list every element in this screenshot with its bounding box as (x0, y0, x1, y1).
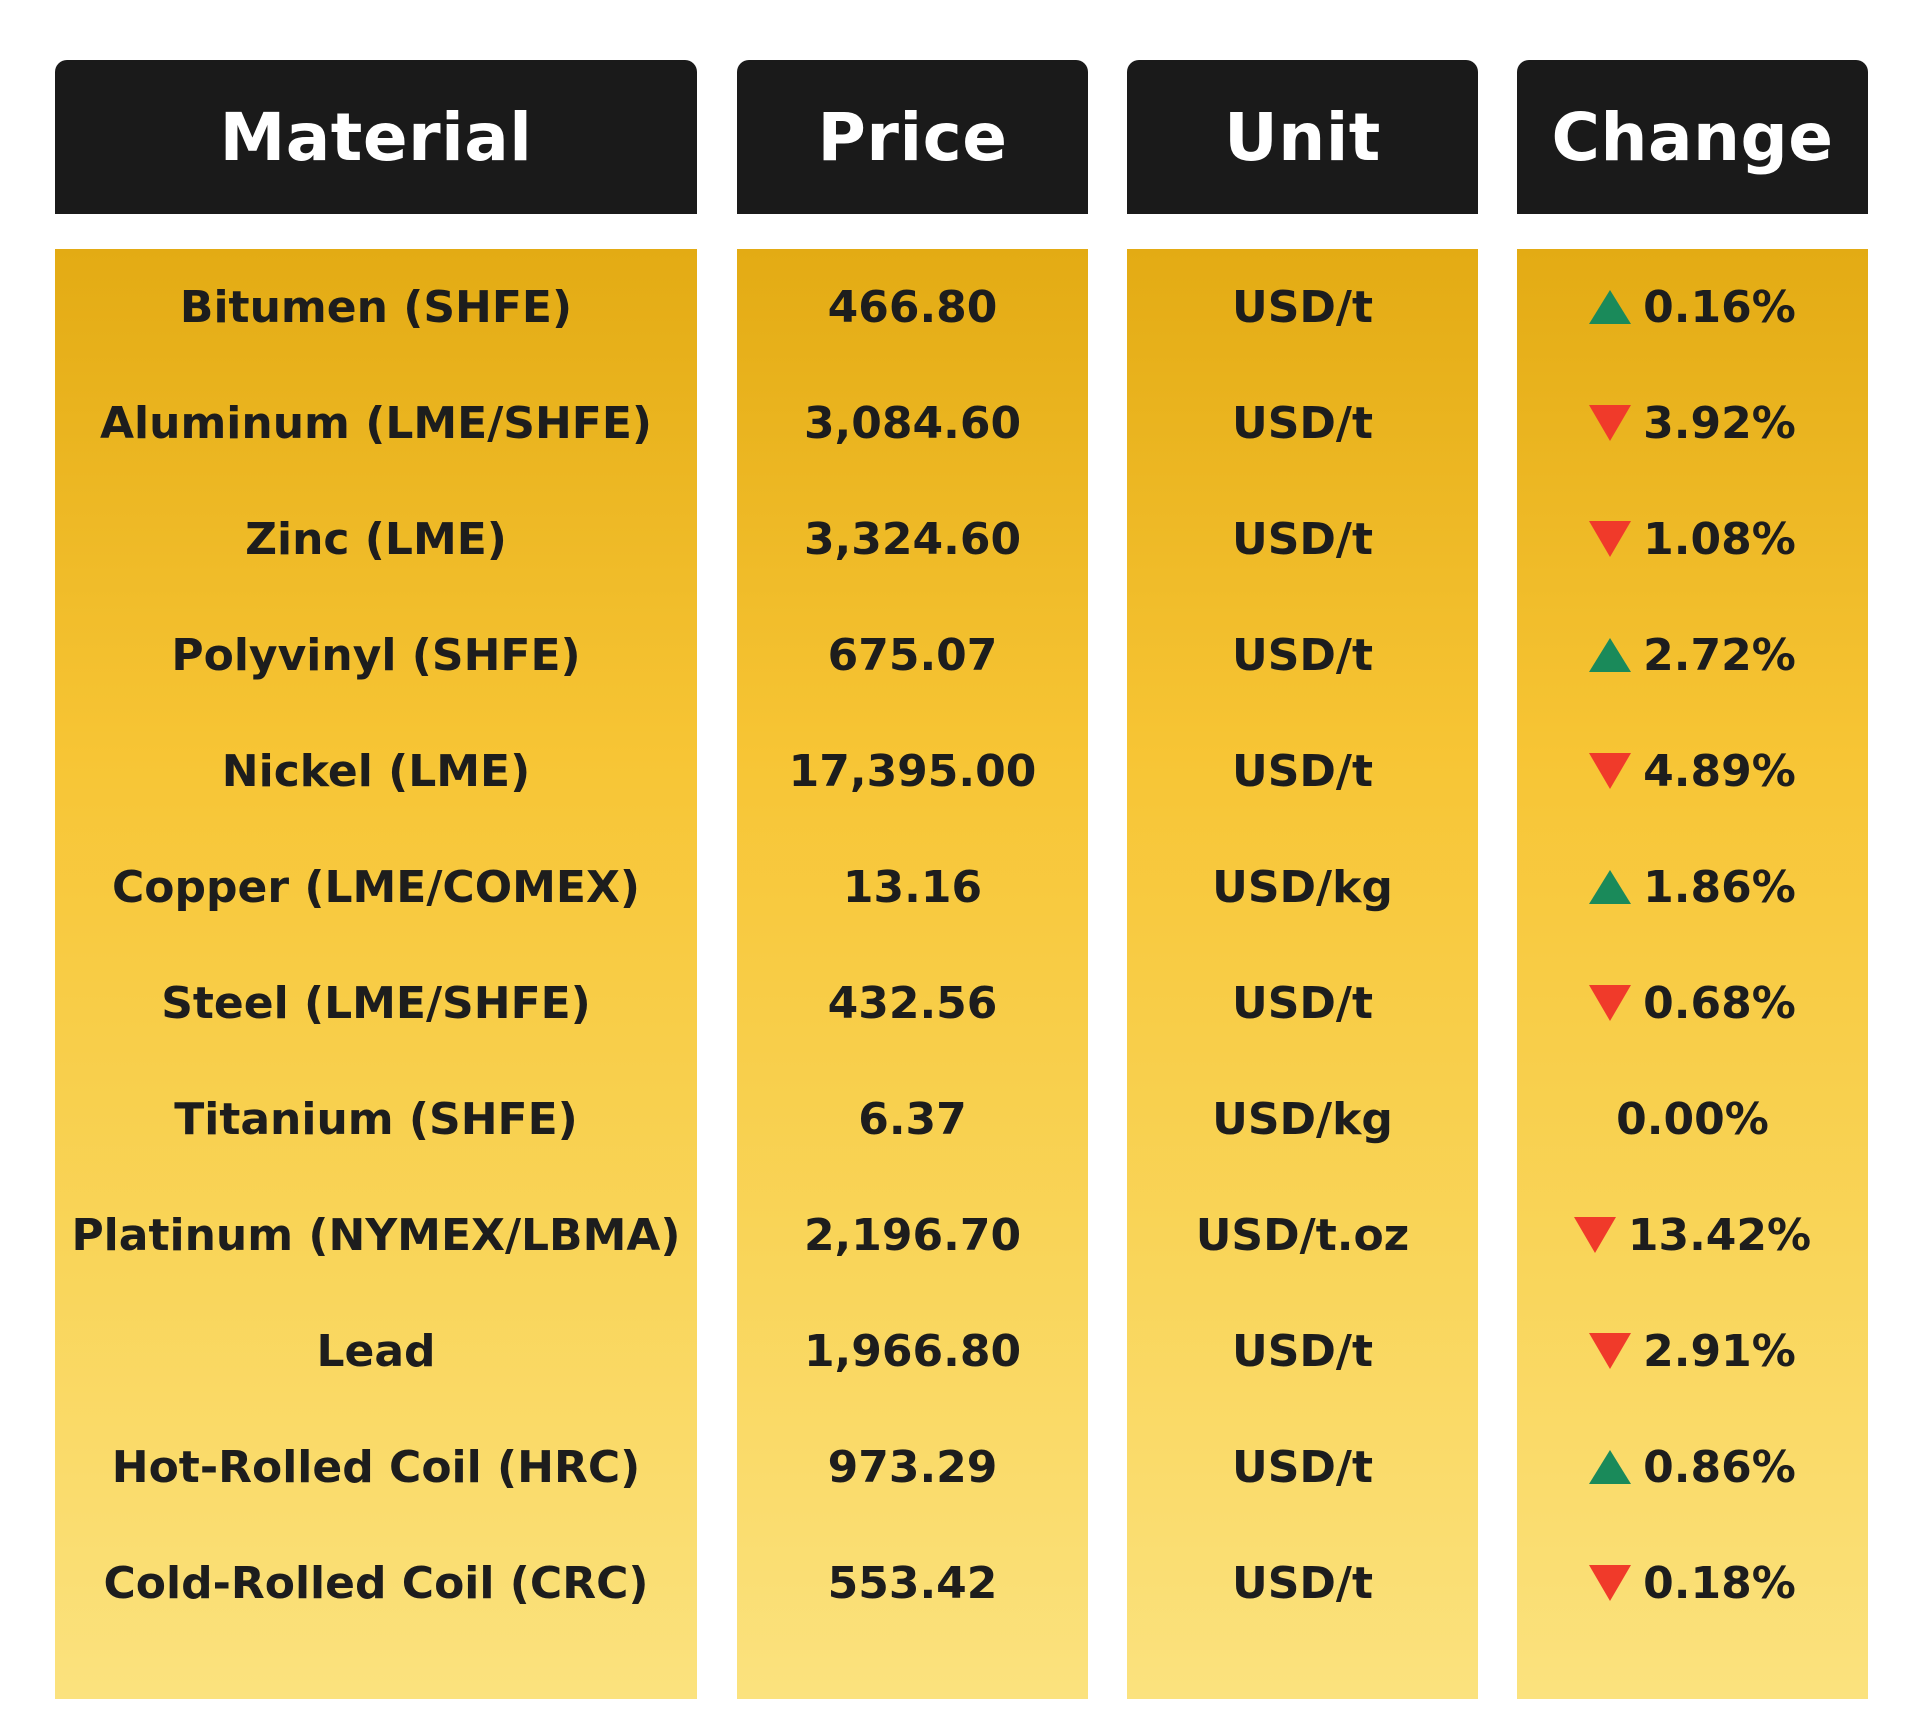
change-value-group: 2.72% (1589, 630, 1796, 681)
price-cell: 3,324.60 (803, 513, 1022, 565)
change-value: 2.91% (1643, 1325, 1796, 1377)
price-cell: 13.16 (842, 861, 983, 913)
material-cell: Nickel (LME) (221, 745, 531, 797)
change-cell: 13.42% (1517, 1177, 1868, 1293)
change-value: 0.86% (1643, 1441, 1796, 1493)
price-cell: 2,196.70 (803, 1209, 1022, 1261)
price-column: Price 466.80 3,084.60 3,324.60 675.07 17,395… (737, 60, 1088, 1699)
up-arrow-icon (1589, 290, 1632, 324)
material-cell: Zinc (LME) (245, 513, 507, 565)
change-cell: 0.00% (1517, 1061, 1868, 1177)
price-cell: 3,084.60 (803, 397, 1022, 449)
material-column-body: Bitumen (SHFE) Aluminum (LME/SHFE) Zinc (L… (55, 249, 697, 1699)
down-arrow-icon (1589, 753, 1632, 789)
unit-cell: USD/t (1231, 1441, 1374, 1493)
change-cell: 0.68% (1517, 945, 1868, 1061)
change-value-group: 0.68% (1589, 978, 1796, 1029)
change-value-group: 0.16% (1589, 282, 1796, 333)
down-arrow-icon (1589, 521, 1632, 557)
price-cell: 466.80 (827, 281, 998, 333)
price-cell: 17,395.00 (788, 745, 1037, 797)
change-value: 0.00% (1616, 1093, 1769, 1145)
price-cell: 432.56 (827, 977, 998, 1029)
unit-header: Unit (1127, 60, 1478, 214)
change-value-group: 0.00% (1616, 1094, 1769, 1145)
change-column: Change 0.16% 3.92% 1.08% 2.72% 4.89% 1.86% 0.6… (1517, 60, 1868, 1699)
unit-cell: USD/kg (1212, 861, 1393, 913)
material-cell: Copper (LME/COMEX) (112, 861, 640, 913)
change-cell: 1.86% (1517, 829, 1868, 945)
change-value-group: 13.42% (1573, 1209, 1812, 1261)
material-column: Material Bitumen (SHFE) Aluminum (LME/SHF… (55, 60, 697, 1699)
price-cell: 675.07 (827, 629, 998, 681)
material-cell: Titanium (SHFE) (174, 1093, 578, 1145)
unit-cell: USD/kg (1212, 1093, 1393, 1145)
change-value-group: 1.08% (1589, 514, 1796, 565)
change-cell: 0.18% (1517, 1525, 1868, 1641)
down-arrow-icon (1589, 405, 1632, 441)
change-value: 1.86% (1643, 861, 1796, 913)
down-arrow-icon (1589, 1333, 1632, 1369)
material-cell: Bitumen (SHFE) (179, 281, 573, 333)
change-value-group: 0.18% (1589, 1558, 1796, 1609)
change-value-group: 2.91% (1589, 1326, 1796, 1377)
change-cell: 2.91% (1517, 1293, 1868, 1409)
up-arrow-icon (1589, 638, 1632, 672)
unit-cell: USD/t (1231, 513, 1374, 565)
change-cell: 4.89% (1517, 713, 1868, 829)
unit-cell: USD/t (1231, 1557, 1374, 1609)
change-value: 0.68% (1643, 977, 1796, 1029)
unit-cell: USD/t (1231, 977, 1374, 1029)
unit-cell: USD/t.oz (1195, 1209, 1410, 1261)
price-cell: 1,966.80 (803, 1325, 1022, 1377)
change-value: 0.16% (1643, 281, 1796, 333)
material-cell: Hot-Rolled Coil (HRC) (111, 1441, 641, 1493)
change-value-group: 0.86% (1589, 1442, 1796, 1493)
change-value: 0.18% (1643, 1557, 1796, 1609)
change-value: 3.92% (1643, 397, 1796, 449)
price-cell: 6.37 (858, 1093, 967, 1145)
change-cell: 2.72% (1517, 597, 1868, 713)
down-arrow-icon (1589, 1565, 1632, 1601)
change-value: 4.89% (1643, 745, 1796, 797)
material-cell: Lead (316, 1325, 436, 1377)
down-arrow-icon (1589, 985, 1632, 1021)
change-value-group: 4.89% (1589, 746, 1796, 797)
unit-column-body: USD/t USD/t USD/t USD/t USD/t USD/kg USD/t USD/… (1127, 249, 1478, 1699)
material-cell: Steel (LME/SHFE) (161, 977, 591, 1029)
material-cell: Polyvinyl (SHFE) (171, 629, 581, 681)
change-column-body: 0.16% 3.92% 1.08% 2.72% 4.89% 1.86% 0.68% 0.00%… (1517, 249, 1868, 1699)
price-header: Price (737, 60, 1088, 214)
change-value: 1.08% (1643, 513, 1796, 565)
unit-cell: USD/t (1231, 629, 1374, 681)
change-cell: 0.86% (1517, 1409, 1868, 1525)
price-column-body: 466.80 3,084.60 3,324.60 675.07 17,395.00 13.… (737, 249, 1088, 1699)
unit-cell: USD/t (1231, 397, 1374, 449)
change-cell: 1.08% (1517, 481, 1868, 597)
material-header: Material (55, 60, 697, 214)
down-arrow-icon (1573, 1217, 1616, 1253)
material-cell: Cold-Rolled Coil (CRC) (103, 1557, 649, 1609)
material-cell: Aluminum (LME/SHFE) (100, 397, 652, 449)
up-arrow-icon (1589, 870, 1632, 904)
change-value: 13.42% (1627, 1209, 1812, 1261)
change-value-group: 3.92% (1589, 398, 1796, 449)
unit-column: Unit USD/t USD/t USD/t USD/t USD/t USD/kg USD/… (1127, 60, 1478, 1699)
change-cell: 0.16% (1517, 249, 1868, 365)
material-cell: Platinum (NYMEX/LBMA) (71, 1209, 681, 1261)
price-cell: 553.42 (827, 1557, 998, 1609)
price-cell: 973.29 (827, 1441, 998, 1493)
unit-cell: USD/t (1231, 281, 1374, 333)
unit-cell: USD/t (1231, 745, 1374, 797)
up-arrow-icon (1589, 1450, 1632, 1484)
change-value-group: 1.86% (1589, 862, 1796, 913)
change-value: 2.72% (1643, 629, 1796, 681)
change-cell: 3.92% (1517, 365, 1868, 481)
unit-cell: USD/t (1231, 1325, 1374, 1377)
change-header: Change (1517, 60, 1868, 214)
